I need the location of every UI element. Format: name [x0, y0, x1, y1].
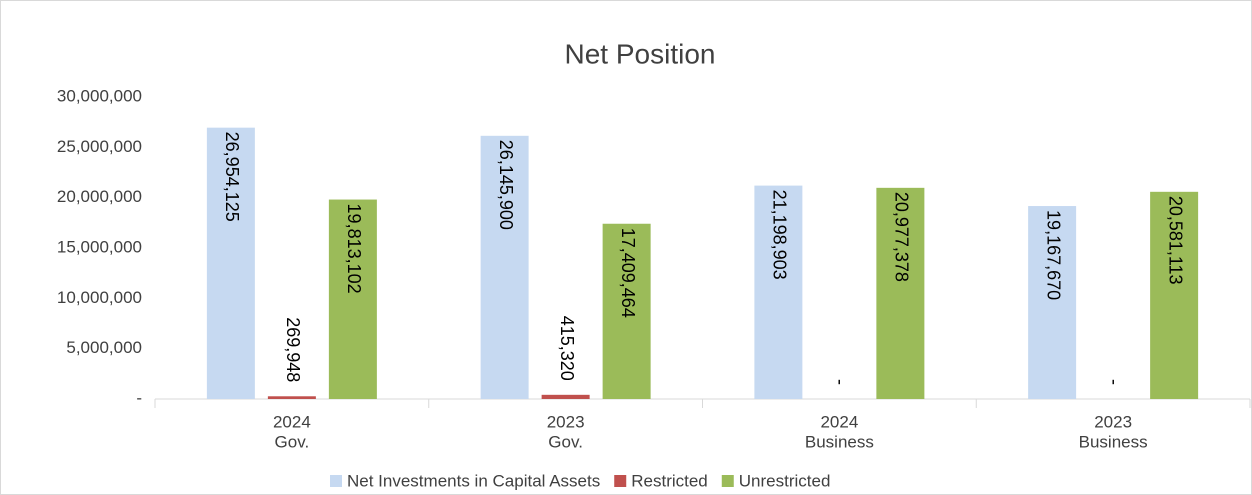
legend-swatch: [614, 475, 627, 487]
y-tick-label: 30,000,000: [57, 86, 142, 105]
y-tick-label: 5,000,000: [66, 338, 142, 357]
x-tick-label: Business: [1079, 432, 1148, 451]
bar: [328, 199, 377, 399]
data-label: -: [1104, 379, 1124, 385]
bar: [1028, 206, 1077, 399]
data-label: 20,581,113: [1165, 196, 1185, 285]
x-tick-label: Gov.: [275, 432, 310, 451]
legend-label: Unrestricted: [739, 471, 831, 490]
data-label: 26,145,900: [496, 140, 516, 230]
x-tick-label: Gov.: [548, 432, 583, 451]
bar: [267, 396, 316, 399]
bar: [876, 187, 925, 399]
data-label: -: [831, 379, 851, 385]
x-tick-label: 2024: [273, 412, 311, 431]
bar: [1150, 191, 1199, 399]
bar: [754, 185, 803, 399]
legend-label: Restricted: [631, 471, 708, 490]
data-label: 26,954,125: [222, 132, 242, 222]
x-tick-label: Business: [805, 432, 874, 451]
legend-swatch: [330, 475, 342, 487]
chart-title: Net Position: [565, 38, 716, 69]
data-label: 21,198,903: [770, 190, 790, 280]
y-tick-label: 15,000,000: [57, 237, 142, 256]
bar: [480, 135, 529, 399]
y-tick-label: 25,000,000: [57, 137, 142, 156]
data-label: 17,409,464: [618, 228, 638, 318]
x-tick-label: 2023: [1094, 412, 1132, 431]
legend-label: Net Investments in Capital Assets: [347, 471, 600, 490]
bar: [206, 127, 255, 400]
x-tick-label: 2024: [820, 412, 858, 431]
y-tick-label: -: [136, 388, 142, 407]
data-label: 415,320: [557, 316, 577, 381]
bar: [602, 223, 651, 399]
x-tick-label: 2023: [547, 412, 585, 431]
y-tick-label: 20,000,000: [57, 187, 142, 206]
data-label: 19,813,102: [344, 204, 364, 294]
legend-swatch: [721, 475, 734, 487]
y-tick-label: 10,000,000: [57, 288, 142, 307]
bar: [541, 394, 590, 399]
data-label: 19,167,670: [1043, 210, 1063, 300]
data-label: 20,977,378: [892, 192, 912, 282]
data-label: 269,948: [283, 317, 303, 382]
